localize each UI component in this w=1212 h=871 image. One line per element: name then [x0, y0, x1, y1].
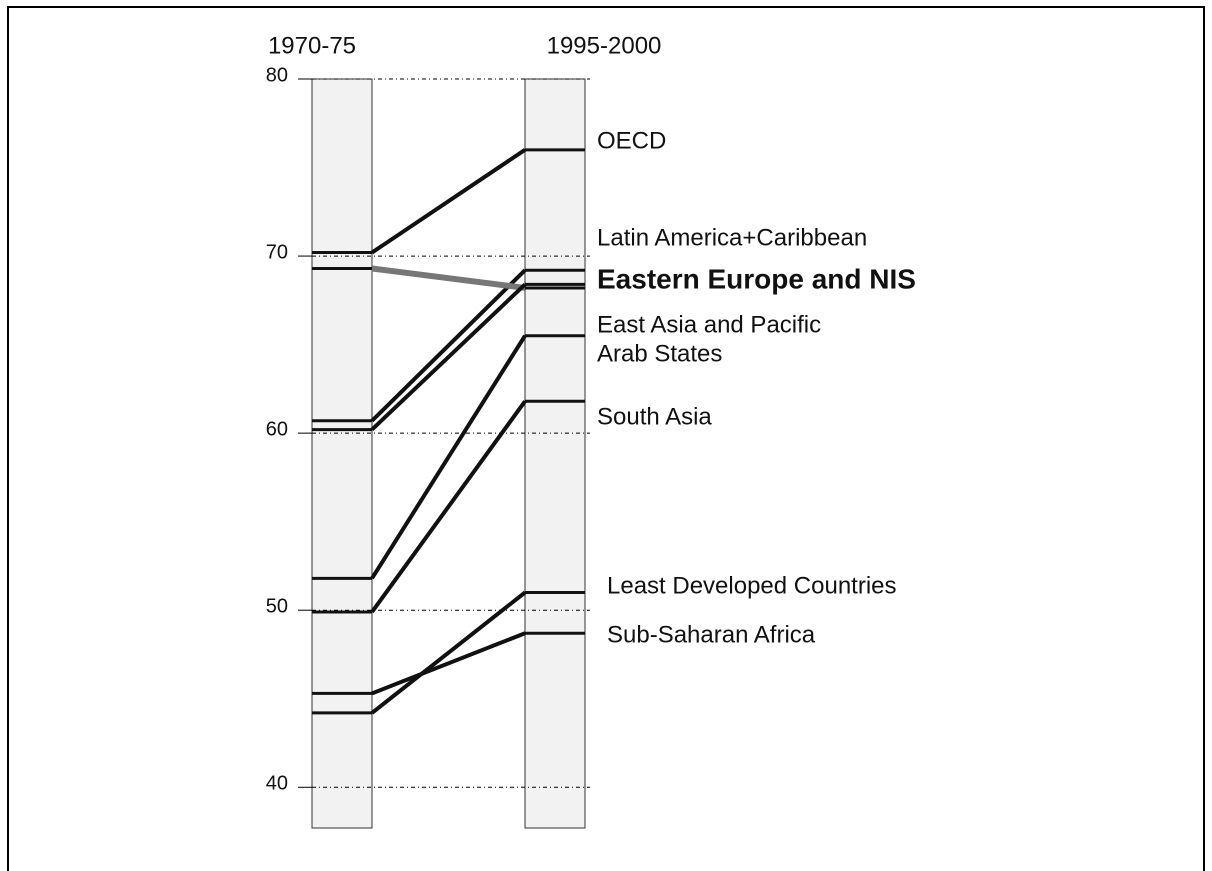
- y-tick-label: 80: [266, 64, 288, 86]
- series-label: OECD: [597, 127, 666, 154]
- series-label: Sub-Saharan Africa: [607, 621, 816, 648]
- series-label: Eastern Europe and NIS: [597, 263, 916, 294]
- series-label: Latin America+Caribbean: [597, 224, 867, 251]
- column-band: [524, 78, 586, 829]
- slope-line: [370, 334, 527, 580]
- series-label: Arab States: [597, 340, 722, 367]
- column-header: 1995-2000: [547, 32, 662, 59]
- y-tick-label: 50: [266, 595, 288, 617]
- series-label: Least Developed Countries: [607, 572, 897, 599]
- column-header: 1970-75: [268, 32, 356, 59]
- column-band: [311, 78, 373, 829]
- slope-line: [370, 268, 527, 423]
- series-label: South Asia: [597, 403, 712, 430]
- y-tick-label: 40: [266, 773, 288, 795]
- slope-line: [370, 590, 527, 715]
- slope-line: [370, 148, 527, 255]
- y-tick-label: 70: [266, 241, 288, 263]
- slope-line: [370, 282, 527, 432]
- series-label: East Asia and Pacific: [597, 311, 821, 338]
- slope-line: [371, 631, 526, 696]
- frame: [7, 6, 1205, 871]
- slope-line: [370, 400, 527, 614]
- slope-line: [371, 265, 526, 291]
- y-tick-label: 60: [266, 418, 288, 440]
